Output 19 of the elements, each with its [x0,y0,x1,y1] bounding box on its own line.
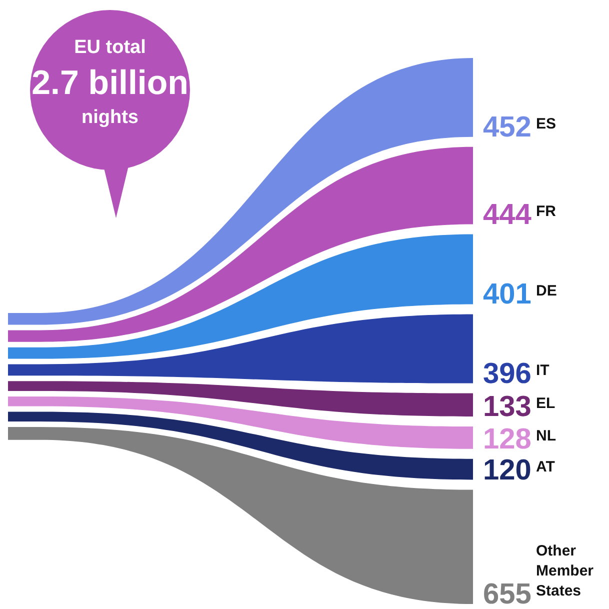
text: 2.7 billion [30,63,190,104]
category-label: FR [536,202,556,220]
category-label: EL [536,394,556,412]
text: nights [80,106,140,130]
data-label: 120 [483,454,532,486]
text: EU total [73,36,147,60]
data-label: 655 [483,578,532,609]
data-label: 128 [483,423,532,456]
data-label: 133 [483,390,532,423]
category-label: DE [536,282,557,300]
category-label: IT [536,362,550,379]
category-label: ES [536,115,556,132]
data-label: 396 [483,358,532,390]
data-label: 452 [483,111,532,144]
category-label: Other Member States [536,542,598,600]
category-label: NL [536,427,556,444]
data-label: 444 [483,198,532,231]
category-label: AT [536,458,555,476]
data-label: 401 [483,278,532,311]
